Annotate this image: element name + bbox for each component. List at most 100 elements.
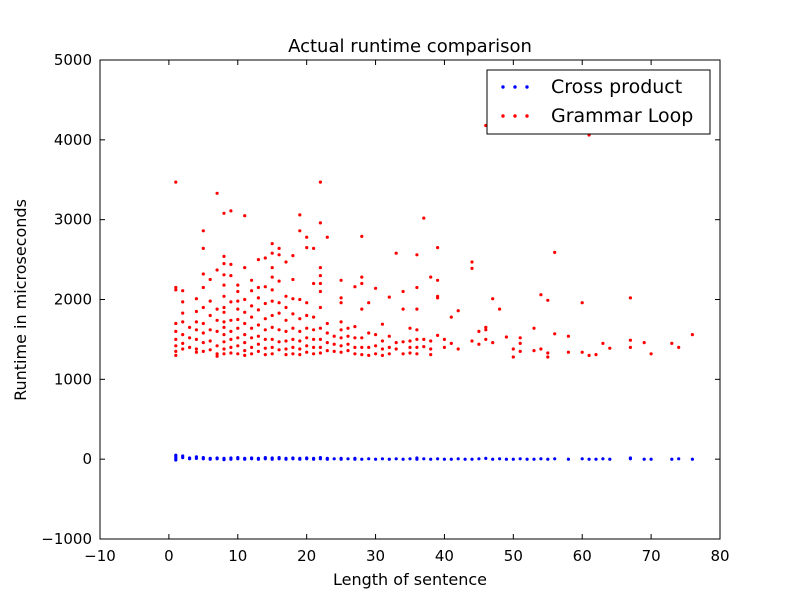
data-point <box>277 328 281 332</box>
data-point <box>312 345 316 349</box>
data-point <box>277 279 281 283</box>
data-point <box>339 350 343 354</box>
data-point <box>270 299 274 303</box>
data-point <box>415 456 419 460</box>
data-point <box>484 325 488 329</box>
data-point <box>601 457 605 461</box>
data-point <box>504 457 508 461</box>
data-point <box>511 355 515 359</box>
data-point <box>298 339 302 343</box>
data-point <box>208 277 212 282</box>
data-point <box>201 229 205 233</box>
data-point <box>374 352 378 356</box>
data-point <box>256 296 260 300</box>
data-point <box>346 457 350 461</box>
data-point <box>243 333 247 337</box>
data-point <box>277 340 281 344</box>
data-point <box>374 286 378 290</box>
data-point <box>580 350 584 354</box>
data-point <box>215 354 219 358</box>
data-point <box>188 325 192 329</box>
data-point <box>539 293 543 297</box>
data-point <box>436 278 440 282</box>
data-point <box>346 334 350 338</box>
legend-box <box>486 69 711 135</box>
data-point <box>298 329 302 333</box>
data-point <box>374 457 378 461</box>
ticks-layer: −10 0 10 20 30 40 50 60 70 80 −1000 0 1000 2000 3000 40… <box>41 51 729 565</box>
data-point <box>318 180 322 184</box>
data-point <box>394 347 398 351</box>
data-point <box>284 329 288 333</box>
data-point <box>277 456 281 460</box>
data-point <box>263 256 267 260</box>
data-point <box>250 304 254 308</box>
data-point <box>312 456 316 460</box>
data-point <box>194 347 198 351</box>
data-point <box>174 321 178 326</box>
legend-markers <box>501 85 529 118</box>
data-point <box>346 349 350 353</box>
data-point <box>415 253 419 257</box>
data-point <box>511 457 515 461</box>
data-point <box>250 345 254 349</box>
legend-marker-1 <box>501 114 505 118</box>
data-point <box>284 294 288 298</box>
data-point <box>284 305 288 310</box>
data-point <box>367 331 371 335</box>
data-point <box>566 350 571 354</box>
legend-label-cross-product: Cross product <box>551 76 682 98</box>
data-point <box>229 345 233 349</box>
data-point <box>222 283 226 287</box>
data-point <box>243 353 247 357</box>
data-point <box>215 344 219 348</box>
data-point <box>422 216 426 220</box>
data-point <box>408 351 412 355</box>
data-point <box>339 336 343 340</box>
data-point <box>174 353 178 357</box>
data-point <box>504 335 508 339</box>
legend-marker-1 <box>525 114 529 118</box>
data-point <box>201 456 205 460</box>
data-point <box>298 353 302 357</box>
data-point <box>256 349 260 353</box>
data-point <box>250 315 254 319</box>
data-point <box>291 312 295 316</box>
data-point <box>277 348 281 352</box>
data-point <box>422 345 426 349</box>
data-point <box>608 346 612 350</box>
data-point <box>422 337 426 341</box>
data-point <box>318 221 322 225</box>
data-point <box>291 297 295 301</box>
data-point <box>449 315 453 319</box>
data-point <box>339 320 343 324</box>
data-point <box>442 337 446 341</box>
data-point <box>394 251 398 255</box>
data-point <box>601 341 605 345</box>
data-point <box>291 456 295 460</box>
data-point <box>229 300 233 304</box>
data-point <box>270 337 274 341</box>
data-point <box>387 295 391 299</box>
data-point <box>305 235 309 239</box>
data-point <box>263 317 267 321</box>
data-point <box>429 339 433 343</box>
data-point <box>270 242 274 246</box>
data-point <box>477 329 481 333</box>
data-point <box>380 457 384 461</box>
data-point <box>491 457 495 461</box>
data-point <box>222 352 226 356</box>
data-point <box>208 313 212 318</box>
data-point <box>243 214 247 218</box>
data-point <box>477 342 481 346</box>
data-point <box>360 345 364 349</box>
data-point <box>305 456 309 460</box>
data-point <box>525 457 529 461</box>
data-point <box>642 457 646 461</box>
data-point <box>429 353 433 357</box>
legend-label-grammar-loop: Grammar Loop <box>551 105 693 127</box>
data-point <box>436 246 440 250</box>
data-point <box>194 309 198 314</box>
data-point <box>318 281 322 286</box>
data-point <box>236 456 240 460</box>
